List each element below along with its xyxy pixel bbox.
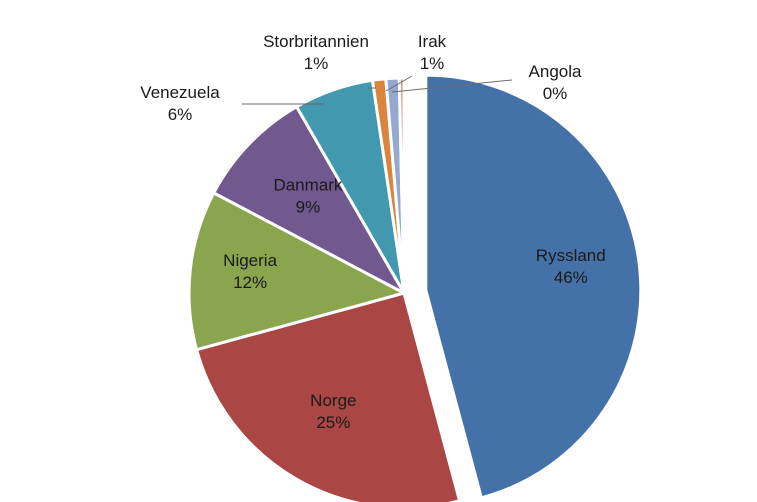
label-venezuela: Venezuela 6% (140, 83, 220, 124)
percent-value: 6% (168, 105, 193, 124)
category-name: Storbritannien (263, 32, 369, 51)
category-name: Irak (418, 32, 447, 51)
slice-danmark (211, 104, 408, 297)
label-norge: Norge 25% (310, 391, 356, 432)
label-irak: Irak 1% (418, 32, 447, 73)
leader-angola (391, 79, 513, 93)
percent-value: 12% (233, 273, 267, 292)
category-name: Nigeria (223, 251, 277, 270)
percent-value: 9% (296, 198, 321, 217)
label-angola: Angola 0% (529, 62, 582, 103)
slice-labels: Ryssland 46% Norge 25% Nigeria 12% Danmark 9% Ve… (140, 32, 605, 432)
label-nigeria: Nigeria 12% (223, 251, 277, 292)
percent-value: 25% (316, 413, 350, 432)
category-name: Ryssland (536, 246, 606, 265)
leader-lines (242, 75, 513, 105)
percent-value: 46% (554, 268, 588, 287)
category-name: Angola (529, 62, 582, 81)
pie-slices (187, 73, 643, 502)
label-ryssland: Ryssland 46% (536, 246, 606, 287)
category-name: Venezuela (140, 83, 220, 102)
label-storbritannien: Storbritannien 1% (263, 32, 369, 73)
percent-value: 1% (304, 54, 329, 73)
category-name: Danmark (273, 176, 342, 195)
leader-irak (385, 75, 413, 92)
category-name: Norge (310, 391, 356, 410)
slice-ryssland (424, 73, 643, 500)
percent-value: 1% (420, 54, 445, 73)
slice-nigeria (187, 190, 409, 352)
percent-value: 0% (543, 84, 568, 103)
slice-angola (397, 76, 406, 294)
label-danmark: Danmark 9% (273, 176, 342, 217)
slice-norge (194, 291, 462, 502)
